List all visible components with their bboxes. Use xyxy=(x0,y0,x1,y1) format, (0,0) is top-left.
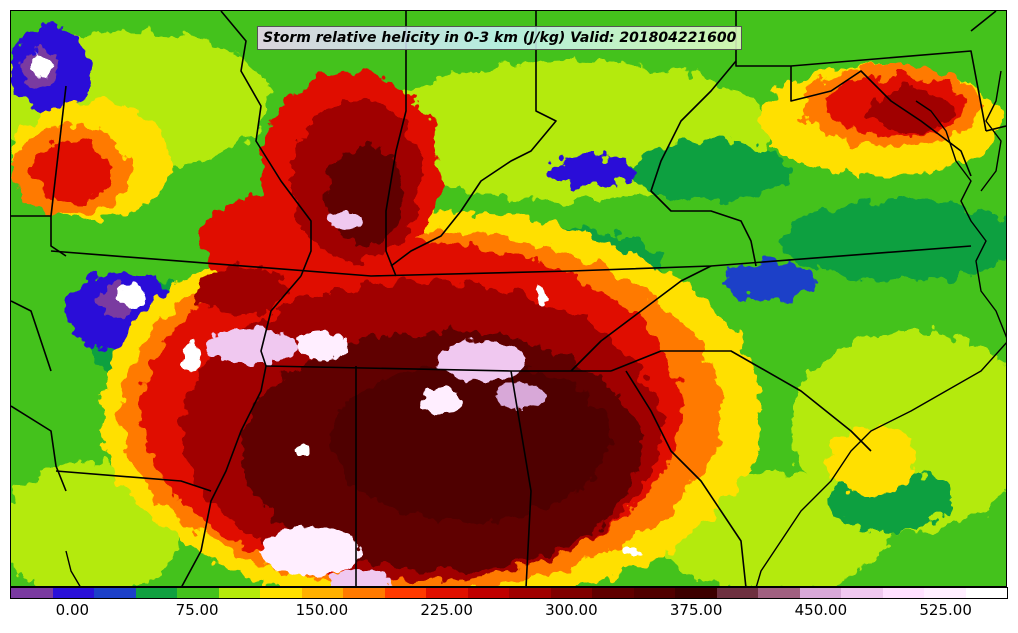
colorbar-segment xyxy=(882,588,924,598)
colorbar-segment xyxy=(965,588,1007,598)
colorbar xyxy=(10,587,1008,599)
colorbar-segment xyxy=(426,588,468,598)
colorbar-segment xyxy=(924,588,966,598)
colorbar-segment xyxy=(260,588,302,598)
colorbar-tick-label: 0.00 xyxy=(55,601,90,619)
colorbar-segment xyxy=(550,588,592,598)
colorbar-segment xyxy=(467,588,509,598)
colorbar-segment xyxy=(94,588,136,598)
colorbar-segment xyxy=(509,588,551,598)
colorbar-segment xyxy=(384,588,426,598)
colorbar-segment xyxy=(675,588,717,598)
map-panel: Storm relative helicity in 0-3 km (J/kg)… xyxy=(10,10,1007,587)
colorbar-tick-label: 225.00 xyxy=(420,601,473,619)
coastline xyxy=(65,70,1006,586)
map-title: Storm relative helicity in 0-3 km (J/kg)… xyxy=(257,26,743,50)
contour-field xyxy=(11,26,1006,586)
colorbar-segment xyxy=(218,588,260,598)
colorbar-tick-label: 300.00 xyxy=(545,601,598,619)
colorbar-tick-label: 150.00 xyxy=(295,601,349,619)
colorbar-tick-labels: 0.00 75.00 150.00 225.00 300.00 375.00 450.00 5… xyxy=(0,601,1018,625)
colorbar-segment xyxy=(52,588,94,598)
colorbar-segment xyxy=(177,588,219,598)
colorbar-segment xyxy=(301,588,343,598)
colorbar-segment xyxy=(633,588,675,598)
colorbar-tick-label: 75.00 xyxy=(175,601,219,619)
colorbar-segment xyxy=(135,588,177,598)
colorbar-segment xyxy=(758,588,800,598)
colorbar-tick-label: 525.00 xyxy=(919,601,972,619)
colorbar-segment xyxy=(592,588,634,598)
colorbar-segment xyxy=(343,588,385,598)
colorbar-tick-label: 450.00 xyxy=(794,601,848,619)
colorbar-segment xyxy=(11,588,53,598)
colorbar-segment xyxy=(716,588,758,598)
colorbar-tick-label: 375.00 xyxy=(669,601,723,619)
helicity-map xyxy=(11,11,1006,586)
colorbar-segment xyxy=(841,588,883,598)
colorbar-segment xyxy=(799,588,841,598)
